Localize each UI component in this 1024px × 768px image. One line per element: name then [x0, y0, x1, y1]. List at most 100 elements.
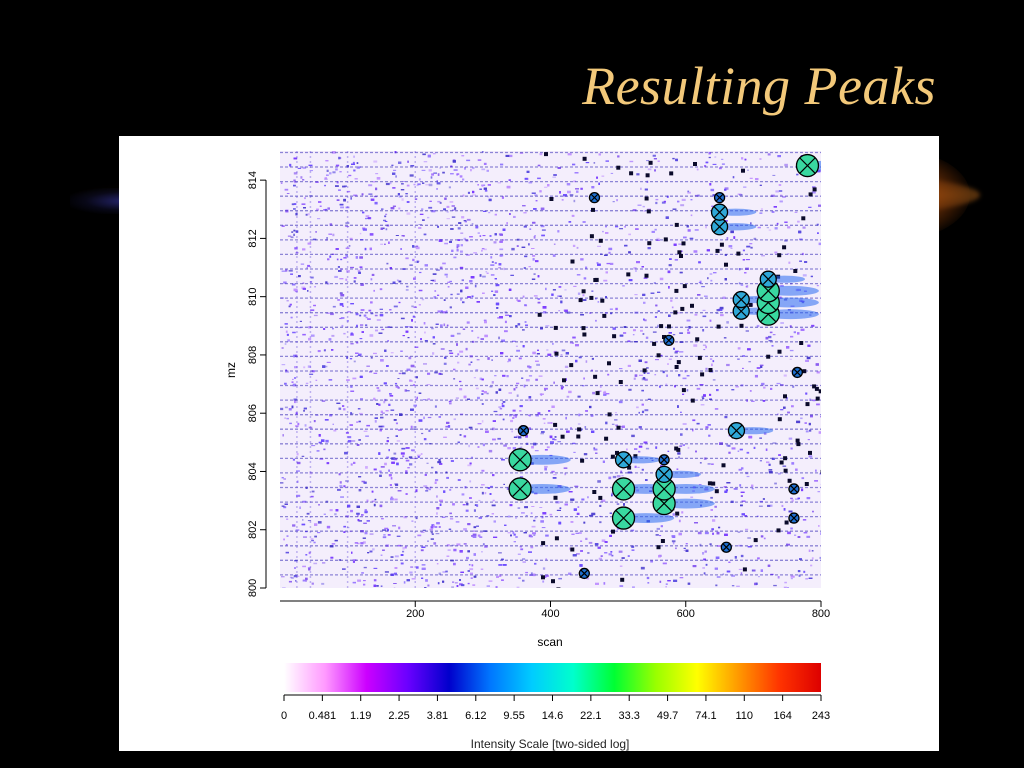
noise-speck	[297, 167, 302, 169]
noise-speck	[484, 334, 488, 338]
noise-speck	[449, 403, 452, 405]
noise-speck	[619, 565, 623, 567]
noise-speck	[765, 336, 769, 340]
noise-speck	[519, 476, 524, 479]
noise-speck	[507, 515, 511, 518]
peak-marker-small	[736, 251, 741, 256]
noise-speck	[481, 484, 485, 486]
noise-speck	[299, 320, 302, 322]
noise-speck	[292, 524, 296, 527]
noise-speck	[421, 577, 424, 579]
noise-speck	[381, 425, 385, 428]
noise-speck	[775, 190, 779, 193]
noise-speck	[457, 227, 461, 230]
peak-marker-small	[644, 273, 649, 278]
noise-speck	[503, 267, 506, 271]
noise-speck	[586, 577, 590, 580]
peak-marker-small	[616, 425, 621, 430]
noise-speck	[439, 167, 441, 169]
noise-speck	[662, 562, 667, 565]
noise-speck	[494, 290, 499, 293]
noise-speck	[374, 498, 377, 501]
noise-speck	[416, 396, 418, 399]
noise-speck	[463, 528, 467, 531]
noise-speck	[768, 229, 772, 231]
noise-speck	[350, 197, 352, 200]
noise-speck	[503, 444, 507, 447]
noise-speck	[534, 235, 536, 237]
noise-speck	[363, 566, 367, 569]
noise-speck	[288, 270, 293, 272]
noise-speck	[311, 445, 316, 447]
noise-speck	[446, 218, 450, 220]
noise-speck	[602, 230, 604, 233]
noise-speck	[350, 412, 354, 415]
peak-marker-small	[766, 354, 771, 359]
noise-speck	[611, 494, 613, 497]
noise-speck	[450, 460, 454, 462]
noise-speck	[513, 533, 516, 536]
noise-speck	[466, 159, 471, 162]
noise-speck	[396, 279, 399, 282]
noise-speck	[493, 520, 496, 523]
noise-speck	[458, 222, 462, 224]
noise-speck	[429, 200, 432, 202]
noise-speck	[485, 430, 489, 433]
noise-speck	[475, 225, 479, 229]
noise-speck	[698, 484, 702, 486]
noise-speck	[305, 579, 307, 582]
peak-marker-small	[553, 495, 558, 500]
noise-speck	[428, 429, 431, 432]
noise-speck	[391, 461, 395, 464]
noise-speck	[765, 448, 768, 451]
noise-speck	[336, 258, 339, 261]
noise-speck	[499, 233, 503, 236]
noise-speck	[375, 187, 378, 191]
noise-speck	[609, 262, 614, 265]
noise-speck	[418, 227, 422, 229]
noise-speck	[365, 466, 368, 469]
y-tick-label: 800	[247, 579, 259, 597]
noise-speck	[705, 226, 707, 229]
noise-speck	[421, 564, 426, 566]
noise-speck	[395, 175, 397, 178]
noise-speck	[699, 384, 704, 386]
noise-speck	[432, 273, 437, 275]
noise-speck	[298, 327, 302, 329]
noise-speck	[313, 420, 316, 423]
noise-speck	[462, 178, 465, 181]
noise-speck	[720, 314, 724, 317]
noise-speck	[712, 379, 716, 381]
noise-speck	[593, 447, 596, 450]
noise-speck	[768, 335, 772, 339]
noise-speck	[603, 391, 607, 395]
noise-speck	[428, 169, 432, 172]
noise-speck	[465, 509, 469, 512]
noise-speck	[417, 534, 422, 537]
peak-marker-small	[741, 168, 745, 173]
noise-speck	[569, 194, 574, 196]
noise-speck	[466, 556, 469, 560]
noise-speck	[340, 496, 344, 498]
noise-speck	[770, 387, 773, 390]
noise-speck	[501, 579, 504, 581]
noise-speck	[714, 408, 719, 410]
noise-speck	[638, 411, 640, 414]
noise-speck	[356, 167, 360, 169]
noise-speck	[413, 384, 415, 386]
noise-speck	[525, 435, 528, 438]
noise-speck	[373, 567, 378, 569]
noise-speck	[405, 493, 408, 495]
noise-speck	[466, 218, 471, 221]
noise-speck	[616, 475, 621, 478]
noise-speck	[402, 268, 406, 270]
noise-speck	[417, 183, 421, 186]
noise-speck	[716, 389, 719, 392]
noise-speck	[385, 228, 388, 231]
noise-speck	[802, 274, 807, 277]
noise-speck	[796, 173, 799, 176]
noise-speck	[600, 555, 603, 557]
peak-marker-small	[607, 412, 612, 417]
noise-speck	[460, 289, 463, 293]
noise-speck	[378, 403, 381, 406]
